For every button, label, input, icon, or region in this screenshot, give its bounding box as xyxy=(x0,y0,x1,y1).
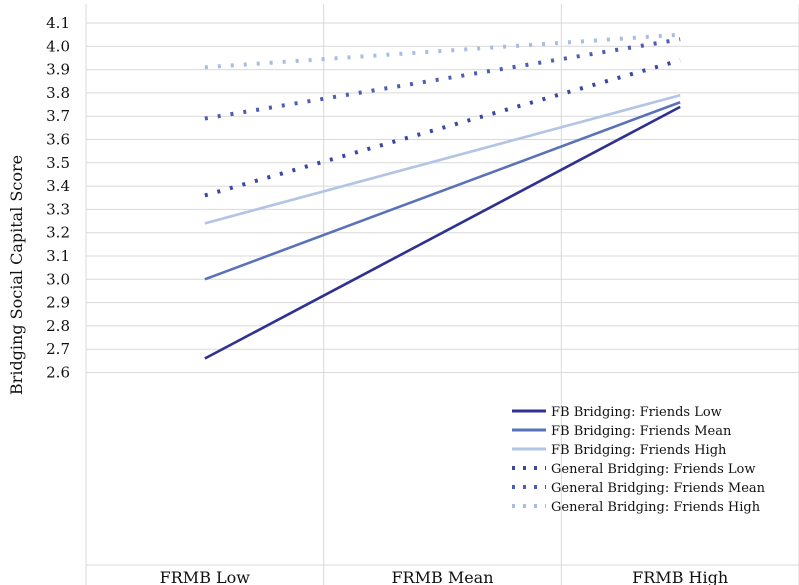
y-tick-labels: 2.6 2.7 2.8 2.9 3.0 3.1 3.2 3.3 3.4 3.5 3.6 3.7 3.8 3… xyxy=(46,14,70,382)
y-tick-label: 2.6 xyxy=(46,364,70,382)
series-line xyxy=(204,37,681,121)
y-tick-label: 2.7 xyxy=(46,340,70,358)
y-tick-label: 2.9 xyxy=(46,294,70,312)
y-tick-label: 3.0 xyxy=(46,270,70,288)
legend-label: General Bridging: Friends Mean xyxy=(551,481,766,496)
legend-item: General Bridging: Friends High xyxy=(512,500,761,515)
series-line xyxy=(204,32,681,70)
y-tick-label: 3.6 xyxy=(46,131,70,149)
legend-item: FB Bridging: Friends High xyxy=(512,443,727,458)
legend-label: FB Bridging: Friends Low xyxy=(551,405,722,420)
x-category-label: FRMB Mean xyxy=(391,568,493,585)
y-tick-label: 3.4 xyxy=(46,177,70,195)
y-axis-title: Bridging Social Capital Score xyxy=(7,155,26,395)
series-line xyxy=(204,93,681,225)
y-tick-label: 3.8 xyxy=(46,84,70,102)
legend-label: FB Bridging: Friends Mean xyxy=(551,424,732,439)
legend-label: FB Bridging: Friends High xyxy=(551,443,727,458)
y-tick-label: 3.7 xyxy=(46,107,70,125)
y-tick-label: 3.2 xyxy=(46,224,70,242)
y-tick-label: 3.9 xyxy=(46,61,70,79)
y-tick-label: 2.8 xyxy=(46,317,70,335)
legend-item: General Bridging: Friends Mean xyxy=(512,481,766,496)
y-tick-label: 3.1 xyxy=(46,247,70,265)
y-tick-label: 4.0 xyxy=(46,37,70,55)
series-line xyxy=(204,58,681,198)
legend-item: FB Bridging: Friends Low xyxy=(512,405,722,420)
series-lines xyxy=(204,32,681,360)
y-tick-label: 3.3 xyxy=(46,200,70,218)
series-line xyxy=(204,105,681,360)
x-category-label: FRMB High xyxy=(632,568,728,585)
legend-item: General Bridging: Friends Low xyxy=(512,462,756,477)
grid-lines xyxy=(85,4,799,585)
legend-item: FB Bridging: Friends Mean xyxy=(512,424,732,439)
legend: FB Bridging: Friends Low FB Bridging: Fri… xyxy=(512,405,766,515)
y-tick-label: 3.5 xyxy=(46,154,70,172)
legend-label: General Bridging: Friends High xyxy=(551,500,761,515)
y-tick-label: 4.1 xyxy=(46,14,70,32)
x-category-label: FRMB Low xyxy=(160,568,251,585)
series-line xyxy=(204,101,681,281)
x-category-labels: FRMB Low FRMB Mean FRMB High xyxy=(160,568,728,585)
legend-label: General Bridging: Friends Low xyxy=(551,462,756,477)
